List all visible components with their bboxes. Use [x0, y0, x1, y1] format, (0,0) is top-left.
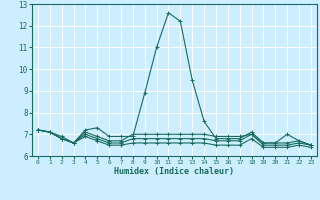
X-axis label: Humidex (Indice chaleur): Humidex (Indice chaleur)	[115, 167, 234, 176]
